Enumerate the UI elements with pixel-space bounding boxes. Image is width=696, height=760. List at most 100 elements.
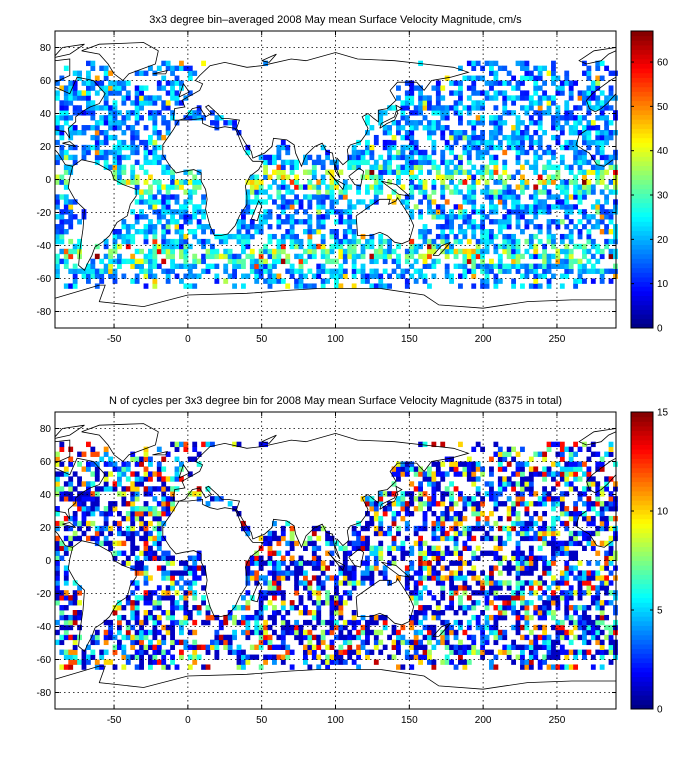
heatmap-cell bbox=[143, 506, 149, 512]
heatmap-cell bbox=[99, 105, 105, 111]
heatmap-cell bbox=[444, 214, 450, 220]
heatmap-cell bbox=[546, 471, 552, 477]
heatmap-cell bbox=[599, 268, 605, 274]
heatmap-cell bbox=[258, 545, 264, 551]
heatmap-cell bbox=[440, 491, 446, 497]
heatmap-cell bbox=[298, 219, 304, 225]
heatmap-cell bbox=[347, 644, 353, 650]
heatmap-cell bbox=[391, 644, 397, 650]
heatmap-cell bbox=[130, 278, 136, 284]
heatmap-cell bbox=[285, 654, 291, 660]
heatmap-cell bbox=[449, 550, 455, 556]
heatmap-cell bbox=[542, 590, 548, 596]
heatmap-cell bbox=[143, 258, 149, 265]
heatmap-cell bbox=[365, 654, 370, 660]
heatmap-cell bbox=[316, 219, 322, 225]
heatmap-cell bbox=[466, 496, 472, 502]
heatmap-cell bbox=[356, 654, 361, 660]
heatmap-cell bbox=[515, 159, 521, 166]
heatmap-cell bbox=[551, 590, 556, 596]
heatmap-cell bbox=[139, 595, 144, 601]
heatmap-cell bbox=[55, 174, 60, 180]
heatmap-cell bbox=[462, 105, 468, 111]
heatmap-cell bbox=[435, 105, 441, 111]
heatmap-cell bbox=[272, 585, 277, 591]
heatmap-cell bbox=[334, 164, 339, 170]
colorbar-swatch bbox=[631, 188, 653, 194]
heatmap-cell bbox=[81, 144, 87, 151]
heatmap-cell bbox=[400, 664, 406, 670]
heatmap-cell bbox=[435, 610, 441, 616]
heatmap-cell bbox=[515, 451, 521, 457]
heatmap-cell bbox=[369, 506, 375, 512]
heatmap-cell bbox=[497, 268, 503, 274]
heatmap-cell bbox=[559, 466, 565, 472]
heatmap-cell bbox=[551, 515, 556, 522]
heatmap-cell bbox=[564, 590, 570, 596]
heatmap-cell bbox=[489, 580, 494, 586]
heatmap-cell bbox=[391, 144, 397, 151]
heatmap-cell bbox=[542, 624, 548, 631]
heatmap-cell bbox=[161, 209, 167, 215]
heatmap-cell bbox=[329, 600, 335, 606]
heatmap-cell bbox=[329, 575, 335, 581]
heatmap-cell bbox=[316, 644, 322, 650]
heatmap-cell bbox=[103, 100, 109, 106]
heatmap-cell bbox=[422, 491, 428, 497]
heatmap-cell bbox=[568, 446, 574, 452]
heatmap-cell bbox=[533, 283, 539, 289]
heatmap-cell bbox=[564, 258, 570, 265]
heatmap-cell bbox=[427, 575, 432, 581]
heatmap-cell bbox=[440, 555, 446, 561]
heatmap-cell bbox=[325, 629, 330, 636]
heatmap-cell bbox=[435, 214, 441, 220]
heatmap-cell bbox=[156, 248, 162, 255]
heatmap-cell bbox=[134, 614, 140, 621]
heatmap-cell bbox=[183, 233, 189, 240]
heatmap-cell bbox=[280, 659, 286, 665]
heatmap-cell bbox=[444, 105, 450, 111]
heatmap-cell bbox=[471, 105, 477, 111]
heatmap-cell bbox=[559, 90, 565, 96]
heatmap-cell bbox=[475, 263, 481, 269]
heatmap-cell bbox=[55, 639, 60, 646]
heatmap-cell bbox=[77, 243, 82, 250]
heatmap-cell bbox=[254, 644, 260, 650]
heatmap-cell bbox=[360, 629, 366, 636]
heatmap-cell bbox=[409, 481, 415, 487]
heatmap-cell bbox=[90, 105, 96, 111]
heatmap-cell bbox=[537, 110, 543, 116]
heatmap-cell bbox=[458, 189, 463, 195]
heatmap-cell bbox=[515, 560, 521, 566]
heatmap-cell bbox=[338, 194, 344, 200]
heatmap-cell bbox=[608, 268, 614, 274]
heatmap-cell bbox=[489, 60, 494, 67]
heatmap-cell bbox=[311, 560, 317, 566]
heatmap-cell bbox=[55, 199, 60, 205]
heatmap-cell bbox=[276, 610, 282, 616]
heatmap-cell bbox=[604, 209, 610, 215]
heatmap-cell bbox=[497, 605, 503, 611]
heatmap-cell bbox=[161, 154, 167, 161]
heatmap-cell bbox=[577, 268, 583, 274]
heatmap-cell bbox=[524, 511, 530, 517]
heatmap-cell bbox=[94, 525, 100, 532]
heatmap-cell bbox=[254, 268, 260, 274]
heatmap-cell bbox=[422, 476, 428, 482]
heatmap-cell bbox=[520, 550, 525, 556]
heatmap-cell bbox=[121, 491, 127, 497]
heatmap-cell bbox=[515, 238, 521, 245]
heatmap-cell bbox=[391, 560, 397, 566]
heatmap-cell bbox=[502, 184, 508, 190]
heatmap-cell bbox=[546, 209, 552, 215]
heatmap-cell bbox=[528, 233, 534, 240]
heatmap-cell bbox=[94, 664, 100, 670]
heatmap-cell bbox=[307, 169, 313, 175]
heatmap-cell bbox=[582, 149, 587, 156]
heatmap-cell bbox=[524, 634, 530, 641]
heatmap-cell bbox=[298, 238, 304, 245]
heatmap-cell bbox=[267, 283, 273, 289]
heatmap-cell bbox=[130, 100, 136, 106]
heatmap-cell bbox=[511, 624, 517, 631]
colorbar-swatch bbox=[631, 68, 653, 74]
